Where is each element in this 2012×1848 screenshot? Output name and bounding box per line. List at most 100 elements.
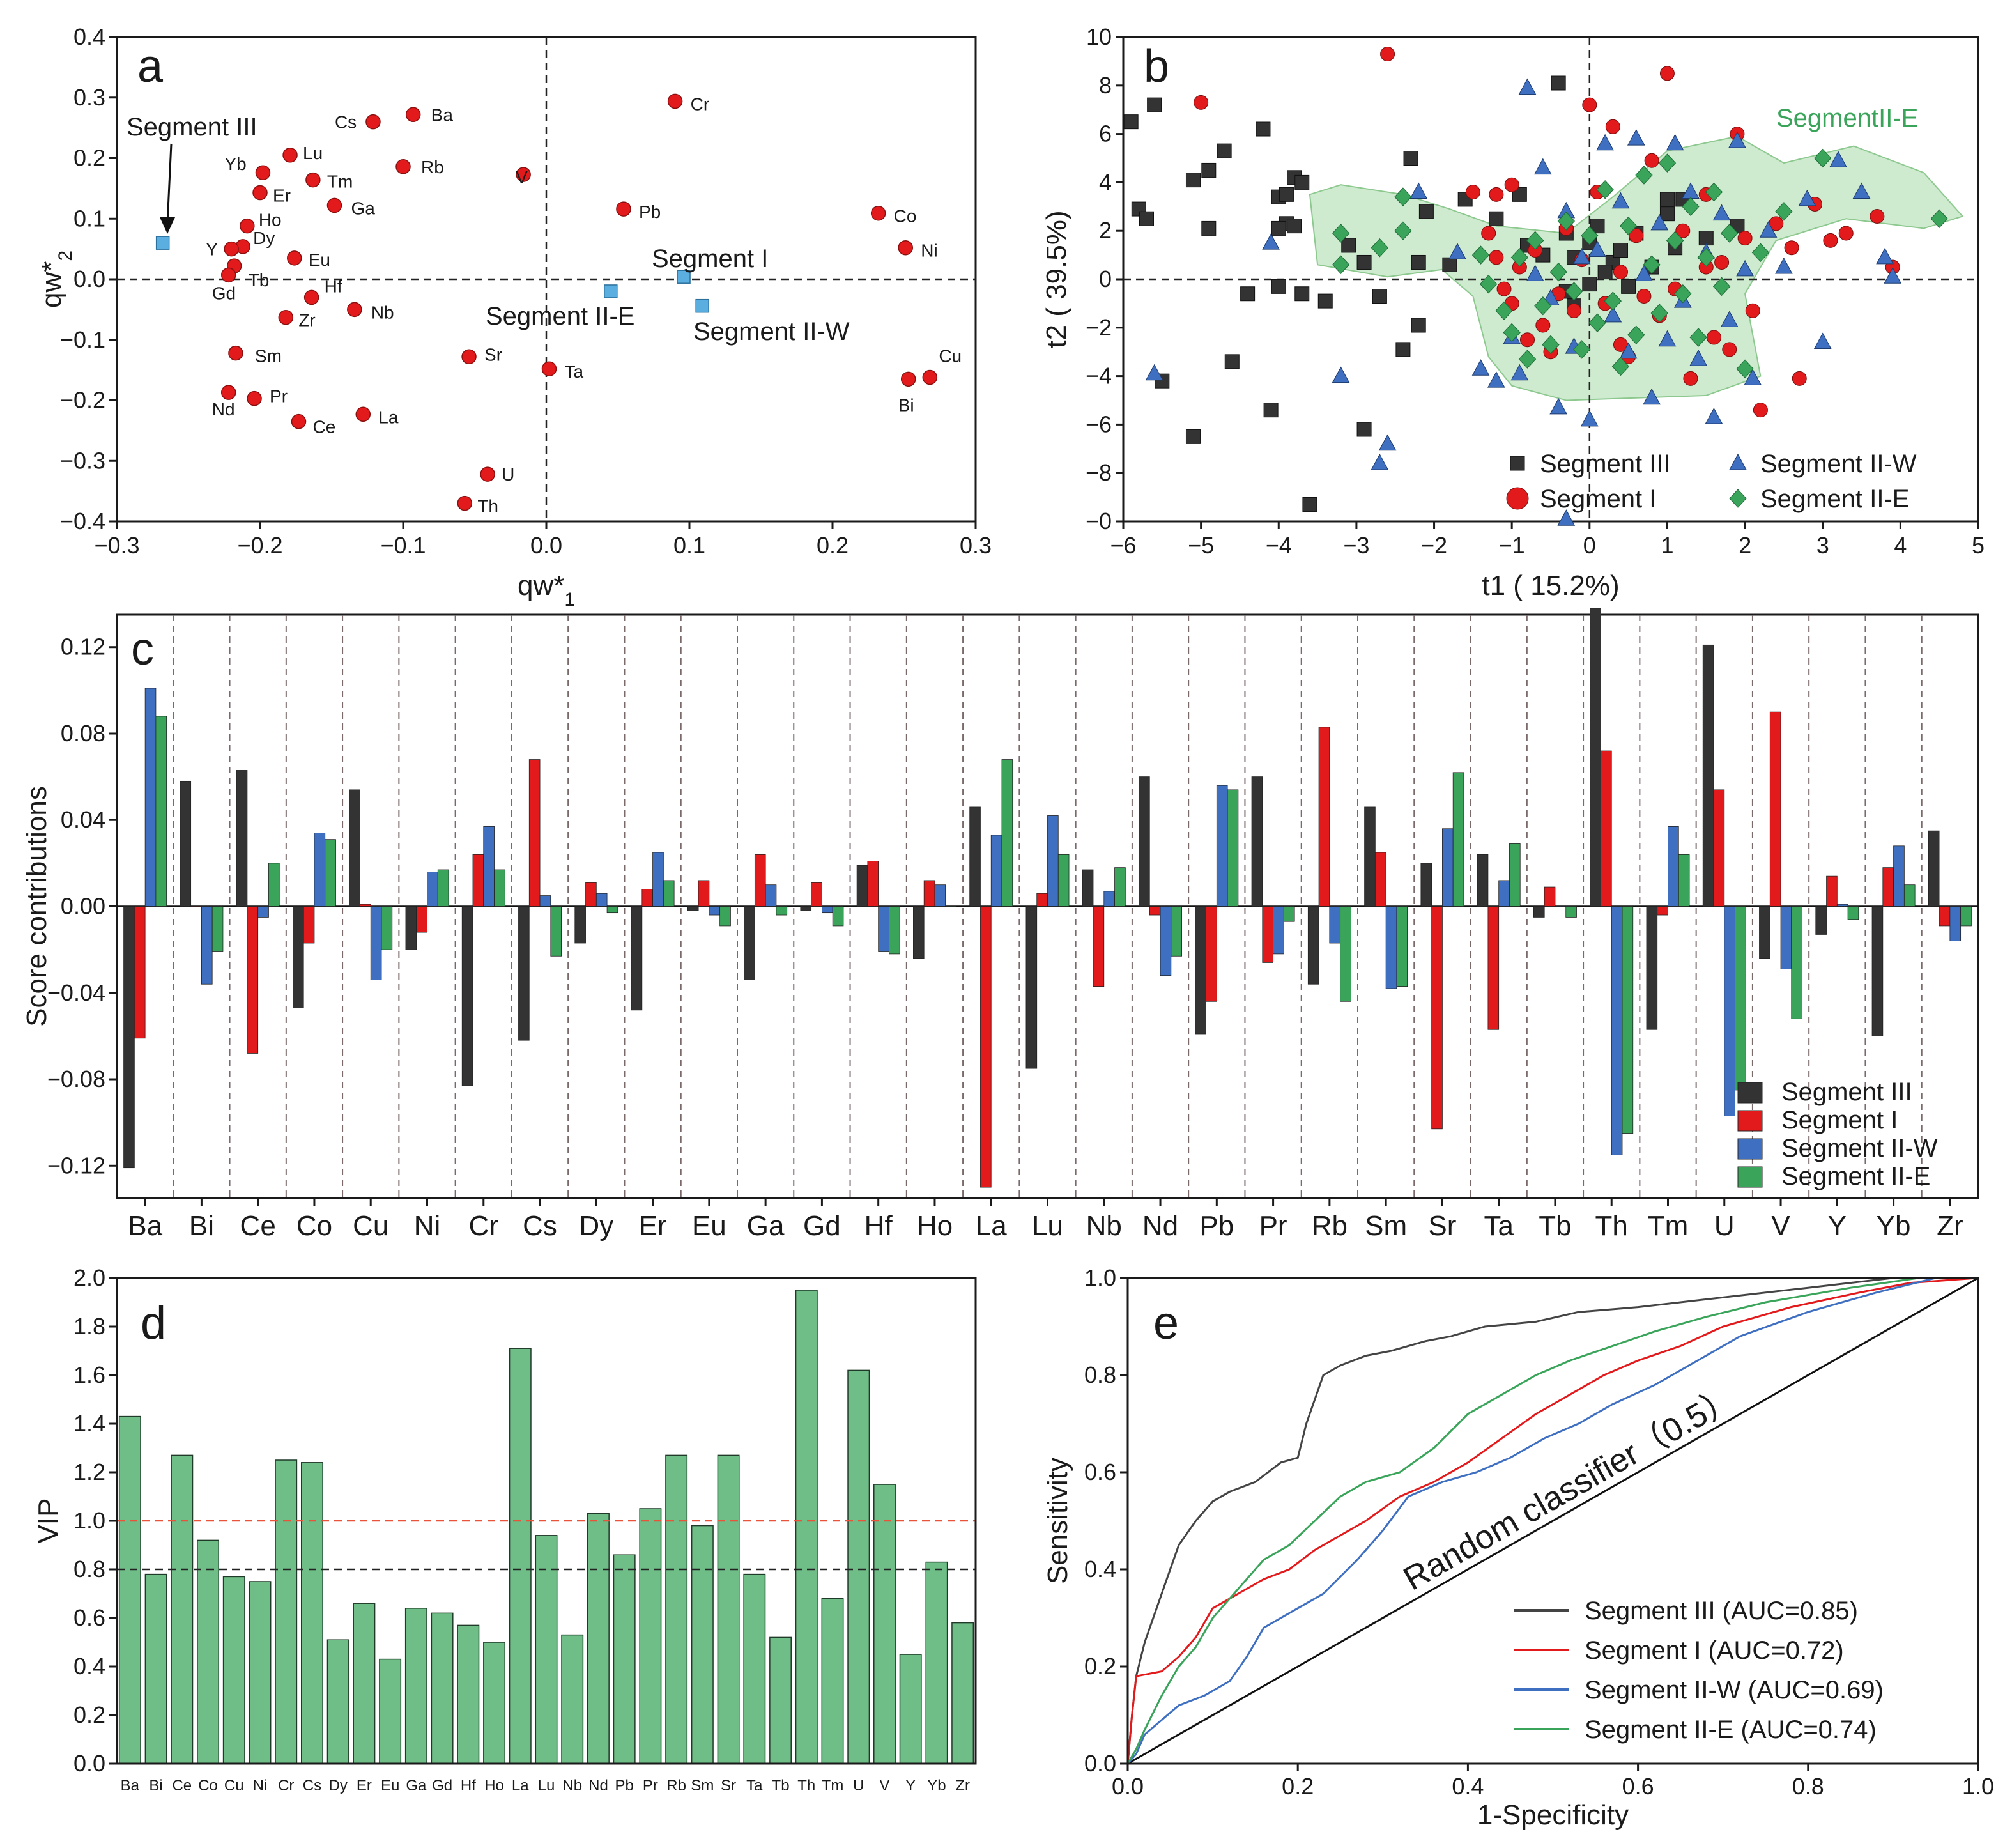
panel-c-bar [856,865,868,907]
panel-c-bar [1206,906,1217,1002]
panel-d-bar [587,1513,610,1764]
panel-b-point-square [1621,279,1636,294]
panel-b-point-circle [1675,223,1691,238]
panel-c-bar [980,906,992,1188]
panel-b-ytick-label: −0 [1086,508,1112,534]
panel-d-letter: d [141,1298,166,1349]
panel-a-point-label: Cr [691,94,710,114]
panel-b-point-diamond [1495,301,1513,321]
panel-c-bar [1509,843,1521,907]
panel-a-point-zr [278,309,294,325]
panel-b-point-triangle [1813,332,1832,350]
panel-b-point-square [1294,286,1310,302]
panel-b-point-diamond [1643,255,1661,274]
panel-a-point-ho [240,218,255,234]
panel-a-ytick-label: −0.4 [60,508,105,534]
panel-c-ylabel: Score contributions [21,786,52,1027]
panel-c-bar [1949,906,1962,942]
panel-d-ytick-label: 0.6 [73,1605,105,1631]
panel-c-bar [822,906,833,914]
panel-c-bar [1871,906,1884,1036]
panel-b-point-circle [1636,289,1652,304]
panel-d-ytick-label: 0.2 [73,1702,105,1728]
panel-c-bar [539,895,551,907]
panel-c-bar [268,863,280,907]
panel-b-point-diamond [1510,248,1529,267]
panel-b-point-circle [1605,119,1620,134]
panel-b-point-square [1418,204,1434,219]
panel-b-point-triangle [1510,364,1529,381]
panel-b-ytick-label: −6 [1086,411,1112,437]
panel-a-xtick-label: 0.1 [673,532,705,558]
panel-c-category-label: Co [296,1210,332,1242]
panel-c-bar [1396,906,1408,987]
panel-b-point-square [1659,206,1675,222]
panel-b-xtick-label: 3 [1816,532,1829,558]
panel-b-point-diamond [1611,357,1630,376]
panel-c-bar [483,826,495,907]
panel-b-legend-marker [1729,489,1747,508]
panel-b-xtick-label: 4 [1894,532,1907,558]
panel-b-point-diamond [1666,231,1684,250]
panel-b-point-square [1582,277,1597,292]
panel-b-point-diamond [1674,284,1692,304]
panel-b-point-circle [1613,265,1628,280]
panel-b-point-triangle [1611,192,1630,209]
panel-c-legend-swatch [1737,1082,1763,1104]
panel-b-point-triangle [1145,364,1163,381]
panel-a-point-label: Sr [484,344,502,364]
panel-b-point-square [1403,151,1418,166]
panel-c-category-label: Cr [469,1210,498,1242]
panel-b-ytick-label: 8 [1099,72,1112,98]
panel-d-category-label: Pb [615,1777,634,1794]
panel-d-category-label: Sr [721,1777,736,1794]
panel-d-category-label: Lu [538,1777,555,1794]
panel-b-point-triangle [1736,259,1754,277]
panel-b-point-diamond [1619,216,1638,236]
panel-c-category-label: Tb [1539,1210,1571,1242]
panel-c-bar [1928,830,1940,907]
panel-e-ytick-label: 0.8 [1084,1362,1116,1388]
panel-b-point-diamond [1596,180,1614,199]
panel-b-legend-marker [1510,456,1525,471]
panel-b-point-square [1512,187,1527,202]
panel-b-point-circle [1194,95,1209,110]
panel-c-category-label: Ho [917,1210,953,1242]
panel-b-point-circle [1496,281,1512,296]
panel-c-bar [303,906,315,944]
panel-d-bar [197,1539,219,1764]
panel-d: Ba Bi Ce Co Cu Ni Cr Cs Dy Er Eu Ga Gd Hf Ho La Lu Nb Nd Pb… [33,1265,977,1794]
panel-e-diagonal [1127,1277,1979,1765]
panel-d-category-label: La [512,1777,529,1794]
panel-c-bar [528,759,541,907]
panel-b-point-triangle [1526,265,1544,281]
panel-a-point-label: Cs [335,112,357,132]
panel-c-bar [1001,759,1013,907]
panel-c-category-label: Er [639,1210,667,1242]
panel-a-point-label: Tm [327,172,353,192]
panel-a-point-er [252,185,268,201]
panel-c-category-label: Zr [1937,1210,1963,1242]
panel-a-point-label: Cu [939,346,962,366]
panel-e-ytick-label: 0.4 [1084,1556,1116,1582]
panel-b-point-diamond [1689,328,1707,347]
panel-b-point-triangle [1471,359,1490,376]
panel-c-bar [765,884,777,907]
panel-c-bar [381,906,393,950]
panel-b-ytick-label: −8 [1086,459,1112,486]
panel-b-point-square [1551,75,1566,91]
panel-a-point-v [516,167,531,182]
panel-c-ytick-label: 0.04 [61,806,105,833]
panel-d-bar [743,1573,766,1764]
panel-b-point-square [1279,187,1294,202]
panel-c-ytick-label: −0.12 [47,1152,105,1178]
panel-a-point-u [480,466,495,482]
panel-a-point-lu [282,148,298,163]
panel-a-point-label: Rb [421,157,444,177]
panel-c-bar [155,716,167,907]
panel-b-point-circle [1582,97,1597,112]
panel-a-segment-marker [155,236,170,250]
panel-c-bar [144,688,157,907]
panel-b-ytick-label: 2 [1099,217,1112,243]
